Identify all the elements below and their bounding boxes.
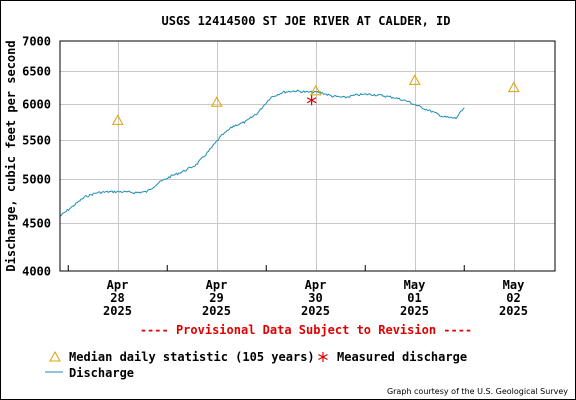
discharge-series-line: [59, 89, 465, 217]
y-tick-label: 4000: [22, 265, 51, 279]
legend-discharge-label: Discharge: [69, 366, 134, 380]
legend-measured-star: [318, 352, 328, 362]
x-tick-day: 30: [308, 291, 322, 305]
grid-lines: [60, 41, 555, 271]
legend-median-symbol: [49, 350, 61, 362]
x-tick-day: 29: [209, 291, 223, 305]
y-tick-label: 5500: [22, 134, 51, 148]
x-tick-day: 02: [506, 291, 520, 305]
median-series: [111, 74, 520, 125]
y-tick-label: 6000: [22, 98, 51, 112]
x-tick-month: May: [404, 278, 426, 292]
x-tick-year: 2025: [202, 304, 231, 318]
median-point: [408, 74, 421, 85]
x-tick-year: 2025: [301, 304, 330, 318]
y-tick-label: 6500: [22, 65, 51, 79]
x-tick-month: Apr: [206, 278, 228, 292]
provisional-note: ---- Provisional Data Subject to Revisio…: [140, 323, 472, 337]
legend-measured-label: Measured discharge: [337, 350, 467, 364]
median-point: [507, 81, 520, 93]
median-point: [111, 114, 124, 125]
measured-point: [306, 95, 317, 106]
x-tick-year: 2025: [400, 304, 429, 318]
median-point: [309, 84, 322, 96]
y-axis-ticks: 4000 4500 5000 5500 6000 6500 7000: [22, 35, 51, 279]
measured-series: [306, 95, 317, 106]
x-axis-ticks: Apr282025Apr292025Apr302025May012025May0…: [103, 278, 528, 318]
legend-median-label: Median daily statistic (105 years): [69, 350, 315, 364]
x-tick-month: Apr: [107, 278, 129, 292]
x-tick-month: Apr: [305, 278, 327, 292]
x-tick-month: May: [503, 278, 525, 292]
plot-frame: [59, 40, 556, 272]
median-point: [210, 96, 223, 107]
legend: Median daily statistic (105 years) Measu…: [45, 350, 467, 380]
y-tick-label: 4500: [22, 217, 51, 231]
y-axis-label: Discharge, cubic feet per second: [4, 40, 18, 271]
credit-text: Graph courtesy of the U.S. Geological Su…: [387, 387, 568, 396]
x-tick-year: 2025: [499, 304, 528, 318]
x-tick-day: 28: [110, 291, 124, 305]
legend-measured-symbol: [318, 352, 328, 362]
chart-title: USGS 12414500 ST JOE RIVER AT CALDER, ID: [162, 14, 451, 28]
x-tick-day: 01: [407, 291, 421, 305]
x-tick-year: 2025: [103, 304, 132, 318]
y-tick-label: 5000: [22, 173, 51, 187]
y-tick-label: 7000: [22, 35, 51, 49]
